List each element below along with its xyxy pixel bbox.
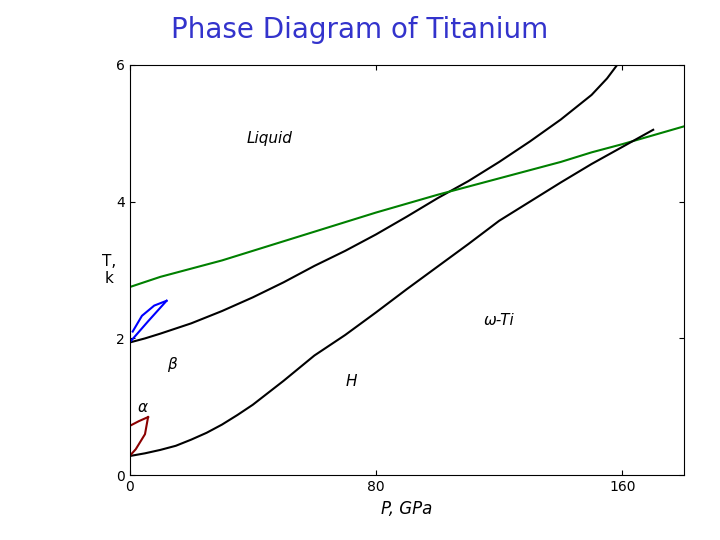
Text: α: α [138,400,148,415]
Y-axis label: T,
k: T, k [102,254,116,286]
Text: ω-Ti: ω-Ti [484,313,515,328]
Text: β: β [166,357,176,372]
X-axis label: P, GPa: P, GPa [381,500,433,518]
Text: Liquid: Liquid [247,131,292,146]
Text: Phase Diagram of Titanium: Phase Diagram of Titanium [171,16,549,44]
Text: H: H [345,374,356,389]
